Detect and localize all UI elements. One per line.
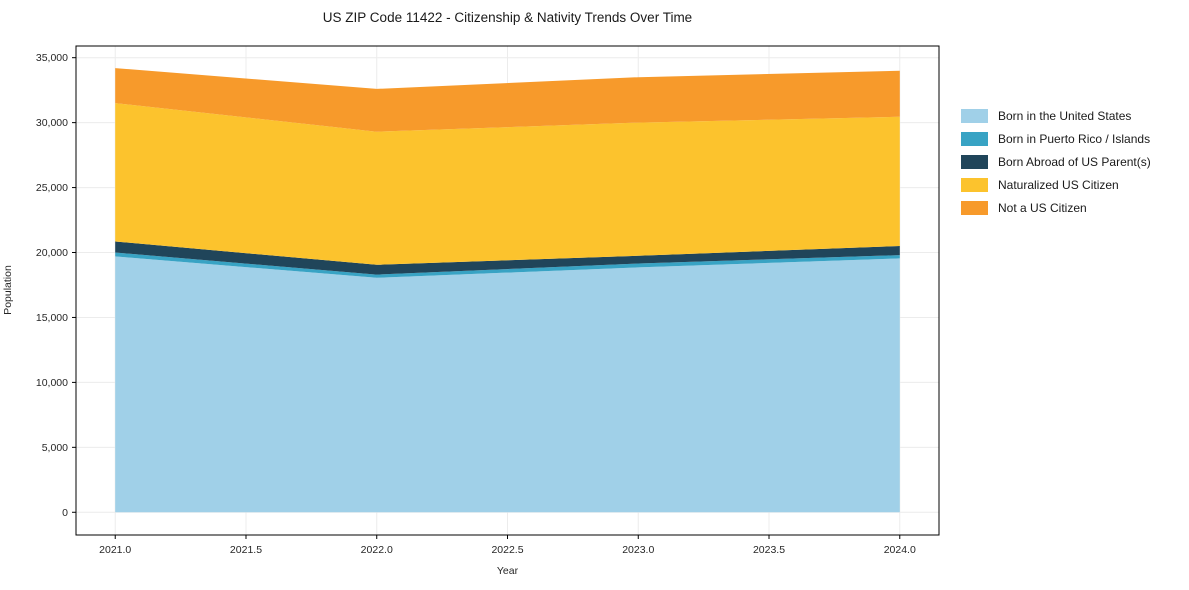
x-tick-label-2022: 2022.0: [361, 544, 393, 556]
legend-item: Born in Puerto Rico / Islands: [961, 127, 1151, 150]
area-not-a-us-citizen: [115, 68, 900, 132]
legend-swatch-icon: [961, 200, 988, 215]
x-tick-label-2023.5: 2023.5: [753, 544, 785, 556]
legend-swatch-icon: [961, 154, 988, 169]
y-tick-label-30000: 30,000: [36, 117, 68, 129]
y-tick-label-35000: 35,000: [36, 52, 68, 64]
x-tick-label-2021: 2021.0: [99, 544, 131, 556]
x-tick-label-2022.5: 2022.5: [491, 544, 523, 556]
x-axis-label: Year: [496, 565, 519, 577]
legend-label: Naturalized US Citizen: [998, 177, 1119, 192]
y-tick-label-0: 0: [62, 507, 68, 519]
x-tick-label-2024: 2024.0: [884, 544, 916, 556]
legend-item: Born in the United States: [961, 104, 1151, 127]
x-tick-label-2023: 2023.0: [622, 544, 654, 556]
y-tick-label-15000: 15,000: [36, 312, 68, 324]
legend-label: Not a US Citizen: [998, 200, 1087, 215]
area-naturalized-us-citizen: [115, 103, 900, 265]
legend-item: Naturalized US Citizen: [961, 173, 1151, 196]
legend-swatch-icon: [961, 131, 988, 146]
y-tick-label-20000: 20,000: [36, 247, 68, 259]
legend-label: Born in Puerto Rico / Islands: [998, 131, 1151, 146]
legend-item: Not a US Citizen: [961, 196, 1151, 219]
chart-title: US ZIP Code 11422 - Citizenship & Nativi…: [322, 10, 693, 25]
y-tick-label-10000: 10,000: [36, 377, 68, 389]
legend-swatch-icon: [961, 177, 988, 192]
y-axis-label: Population: [2, 265, 14, 315]
legend-label: Born in the United States: [998, 108, 1132, 123]
y-tick-label-25000: 25,000: [36, 182, 68, 194]
legend-item: Born Abroad of US Parent(s): [961, 150, 1151, 173]
area-born-abroad-of-us-parent-s: [115, 241, 900, 275]
legend-label: Born Abroad of US Parent(s): [998, 154, 1151, 169]
area-born-in-puerto-rico-islands: [115, 252, 900, 278]
area-born-in-the-united-states: [115, 256, 900, 513]
legend-swatch-icon: [961, 108, 988, 123]
x-tick-label-2021.5: 2021.5: [230, 544, 262, 556]
y-tick-label-5000: 5,000: [42, 442, 68, 454]
legend: Born in the United States Born in Puerto…: [961, 104, 1151, 219]
